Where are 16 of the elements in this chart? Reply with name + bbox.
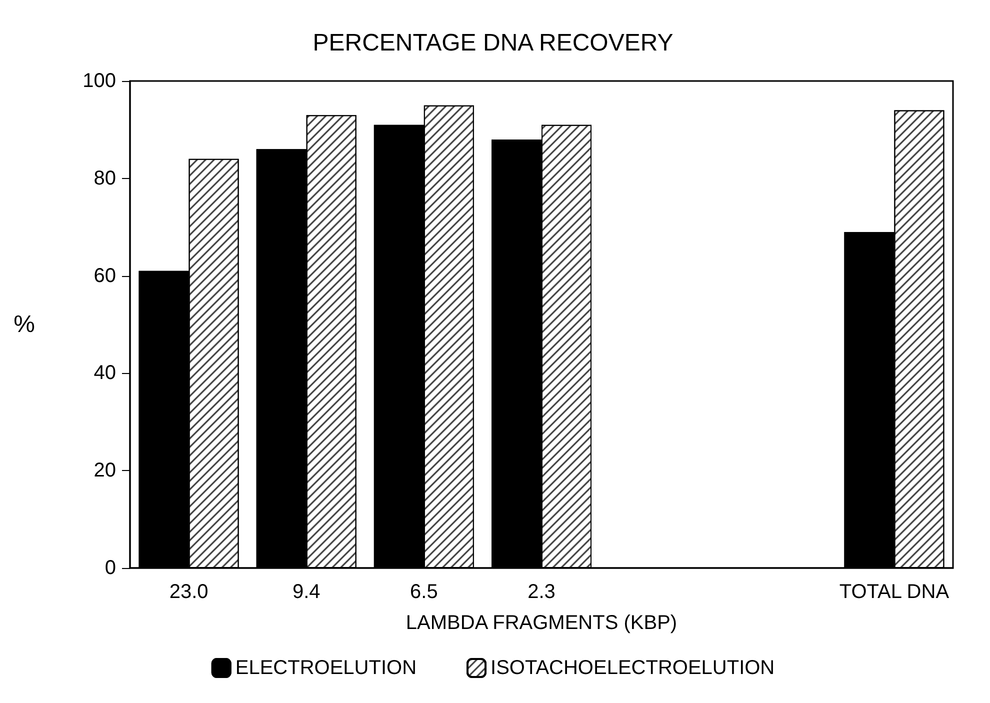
x-tick-label: 9.4 bbox=[292, 581, 320, 603]
y-tick-label: 40 bbox=[94, 362, 116, 384]
x-tick-label: TOTAL DNA bbox=[839, 581, 950, 603]
x-axis-title: LAMBDA FRAGMENTS (KBP) bbox=[406, 612, 678, 634]
y-tick-label: 100 bbox=[82, 70, 116, 92]
y-tick-label: 20 bbox=[94, 460, 116, 482]
y-tick-label: 80 bbox=[94, 167, 116, 190]
x-tick-label: 2.3 bbox=[528, 581, 556, 603]
x-tick-label: 6.5 bbox=[410, 581, 438, 603]
y-tick-label: 0 bbox=[104, 557, 116, 579]
legend-label: ISOTACHOELECTROELUTION bbox=[490, 657, 775, 679]
y-tick-label: 60 bbox=[94, 264, 116, 287]
y-axis-title: % bbox=[14, 311, 35, 338]
legend-label: ELECTROELUTION bbox=[235, 657, 417, 679]
chart-title: PERCENTAGE DNA RECOVERY bbox=[312, 30, 674, 56]
x-tick-label: 23.0 bbox=[169, 581, 208, 603]
